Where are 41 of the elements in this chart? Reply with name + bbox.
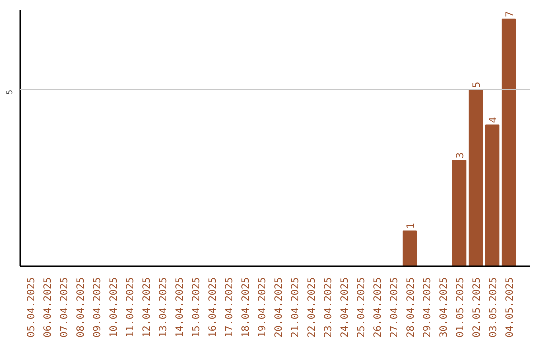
x-tick-label: 16.04.2025 [208,277,219,338]
data-label: 5 [472,82,484,88]
x-tick-label: 27.04.2025 [390,277,401,338]
x-tick-label: 02.05.2025 [472,277,484,338]
x-tick-label: 06.04.2025 [42,277,54,338]
data-label: 3 [456,152,467,159]
x-tick-label: 21.04.2025 [290,277,302,338]
x-tick-label: 17.04.2025 [224,277,236,338]
x-tick-label: 08.04.2025 [76,277,87,338]
x-tick-label: 15.04.2025 [191,277,202,338]
x-tick-label: 28.04.2025 [406,277,418,338]
x-tick-label: 12.04.2025 [142,277,153,338]
x-tick-label: 18.04.2025 [240,277,252,338]
x-tick-label: 20.04.2025 [274,277,285,338]
bar [485,124,500,266]
x-tick-label: 19.04.2025 [257,277,268,338]
ref-line-label: 5 [6,90,14,95]
data-label: 1 [406,223,418,230]
bar [452,160,467,266]
x-tick-label: 11.04.2025 [125,277,136,338]
x-tick-label: 13.04.2025 [158,277,170,338]
x-tick-label: 29.04.2025 [422,277,434,338]
x-tick-label: 01.05.2025 [456,277,467,338]
x-tick-label: 25.04.2025 [356,277,368,338]
x-tick-label: 30.04.2025 [439,277,450,338]
data-label: 4 [488,117,500,124]
bar [468,89,484,266]
x-tick-label: 05.04.2025 [26,277,38,338]
x-tick-label: 04.05.2025 [505,277,516,338]
bar [402,230,418,266]
x-tick-label: 22.04.2025 [306,277,318,338]
x-tick-label: 09.04.2025 [92,277,104,338]
x-tick-label: 10.04.2025 [108,277,120,338]
x-tick-label: 24.04.2025 [340,277,351,338]
x-tick-label: 14.04.2025 [174,277,186,338]
x-tick-label: 03.05.2025 [488,277,500,338]
x-tick-label: 07.04.2025 [59,277,70,338]
x-tick-label: 26.04.2025 [373,277,384,338]
data-label: 7 [505,11,516,18]
x-tick-label: 23.04.2025 [323,277,334,338]
bar [502,18,516,266]
